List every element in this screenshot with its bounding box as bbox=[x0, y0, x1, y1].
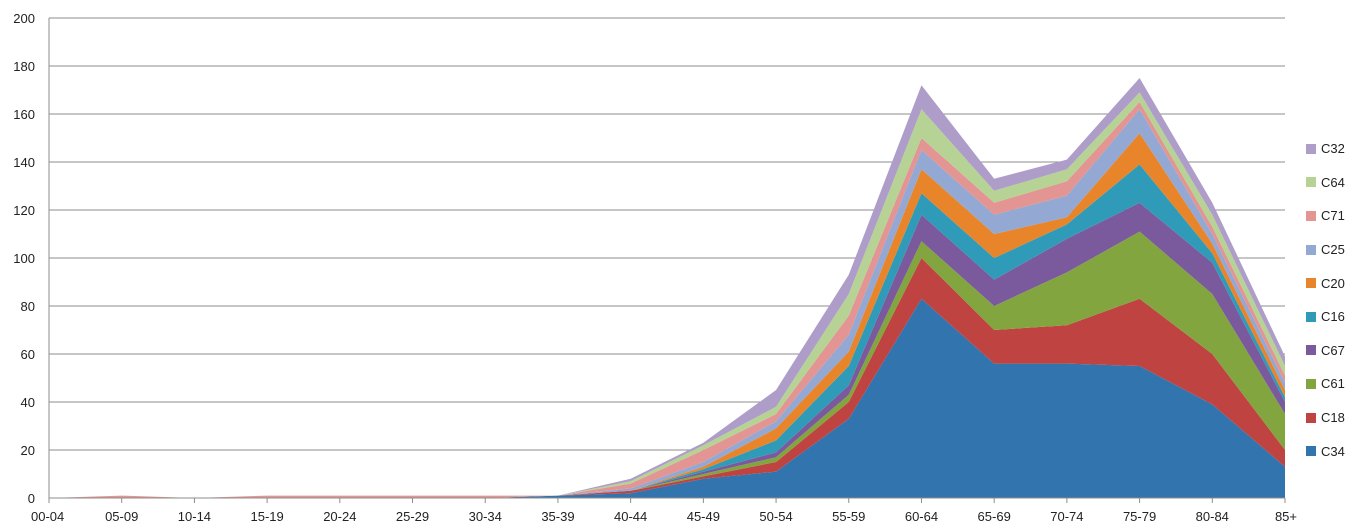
x-tick-label: 50-54 bbox=[759, 509, 792, 524]
legend-swatch bbox=[1306, 446, 1316, 457]
x-tick-label: 40-44 bbox=[614, 509, 647, 524]
x-axis-ticks: 00-04 05-09 10-14 15-19 20-24 25-29 30-34 35-39… bbox=[31, 498, 1297, 524]
y-tick-label: 0 bbox=[28, 491, 35, 506]
area-c71 bbox=[49, 102, 1285, 498]
legend-item-c16: C16 bbox=[1306, 300, 1346, 334]
x-tick-label: 60-64 bbox=[905, 509, 938, 524]
legend: C32 C64 C71 C25 C20 C16 C67 C61 C18 C34 bbox=[1306, 132, 1346, 468]
legend-label: C16 bbox=[1321, 309, 1345, 325]
legend-label: C34 bbox=[1321, 443, 1345, 459]
x-tick-label: 45-49 bbox=[687, 509, 720, 524]
legend-item-c64: C64 bbox=[1306, 166, 1346, 200]
area-c61 bbox=[49, 231, 1285, 498]
x-tick-label: 15-19 bbox=[250, 509, 283, 524]
legend-item-c32: C32 bbox=[1306, 132, 1346, 166]
area-c34 bbox=[49, 298, 1285, 498]
x-tick-label: 00-04 bbox=[31, 509, 64, 524]
area-c67 bbox=[49, 202, 1285, 499]
legend-item-c20: C20 bbox=[1306, 266, 1346, 300]
x-tick-label: 80-84 bbox=[1196, 509, 1229, 524]
legend-swatch bbox=[1306, 278, 1316, 289]
x-tick-label: 55-59 bbox=[832, 509, 865, 524]
y-tick-label: 140 bbox=[13, 155, 35, 170]
x-tick-label: 25-29 bbox=[396, 509, 429, 524]
legend-swatch bbox=[1306, 244, 1316, 255]
legend-label: C20 bbox=[1321, 275, 1345, 291]
legend-label: C71 bbox=[1321, 208, 1345, 224]
legend-item-c61: C61 bbox=[1306, 367, 1346, 401]
legend-swatch bbox=[1306, 345, 1316, 356]
x-tick-label: 30-34 bbox=[469, 509, 502, 524]
legend-label: C64 bbox=[1321, 174, 1345, 190]
x-tick-label: 35-39 bbox=[541, 509, 574, 524]
gridlines bbox=[49, 17, 1285, 451]
legend-swatch bbox=[1306, 143, 1316, 154]
legend-label: C18 bbox=[1321, 410, 1345, 426]
x-tick-label: 10-14 bbox=[178, 509, 211, 524]
area-c32 bbox=[49, 78, 1285, 498]
x-tick-label: 05-09 bbox=[105, 509, 138, 524]
x-tick-label: 65-69 bbox=[978, 509, 1011, 524]
x-tick-label: 85+ bbox=[1275, 509, 1297, 524]
legend-swatch bbox=[1306, 210, 1316, 221]
legend-label: C32 bbox=[1321, 141, 1345, 157]
y-tick-label: 40 bbox=[21, 395, 35, 410]
legend-item-c25: C25 bbox=[1306, 233, 1346, 267]
axes bbox=[48, 18, 1285, 499]
y-tick-label: 80 bbox=[21, 299, 35, 314]
legend-label: C25 bbox=[1321, 242, 1345, 258]
x-tick-label: 75-79 bbox=[1123, 509, 1156, 524]
y-axis-ticks: 0 20 40 60 80 100 120 140 160 180 200 bbox=[13, 11, 35, 506]
legend-swatch bbox=[1306, 177, 1316, 188]
legend-label: C67 bbox=[1321, 342, 1345, 358]
y-tick-label: 60 bbox=[21, 347, 35, 362]
legend-item-c18: C18 bbox=[1306, 401, 1346, 435]
area-c25 bbox=[49, 109, 1285, 498]
legend-swatch bbox=[1306, 378, 1316, 389]
legend-item-c34: C34 bbox=[1306, 434, 1346, 468]
y-tick-label: 180 bbox=[13, 59, 35, 74]
legend-item-c67: C67 bbox=[1306, 334, 1346, 368]
y-tick-label: 20 bbox=[21, 443, 35, 458]
area-series bbox=[49, 78, 1285, 499]
y-tick-label: 100 bbox=[13, 251, 35, 266]
area-c16 bbox=[49, 164, 1285, 498]
y-tick-label: 160 bbox=[13, 107, 35, 122]
x-tick-label: 20-24 bbox=[323, 509, 356, 524]
legend-swatch bbox=[1306, 412, 1316, 423]
area-c64 bbox=[49, 92, 1285, 499]
y-tick-label: 120 bbox=[13, 203, 35, 218]
legend-label: C61 bbox=[1321, 376, 1345, 392]
x-tick-label: 70-74 bbox=[1050, 509, 1083, 524]
y-tick-label: 200 bbox=[13, 11, 35, 26]
area-c18 bbox=[49, 258, 1285, 498]
legend-item-c71: C71 bbox=[1306, 199, 1346, 233]
area-c20 bbox=[49, 133, 1285, 498]
legend-swatch bbox=[1306, 311, 1316, 322]
